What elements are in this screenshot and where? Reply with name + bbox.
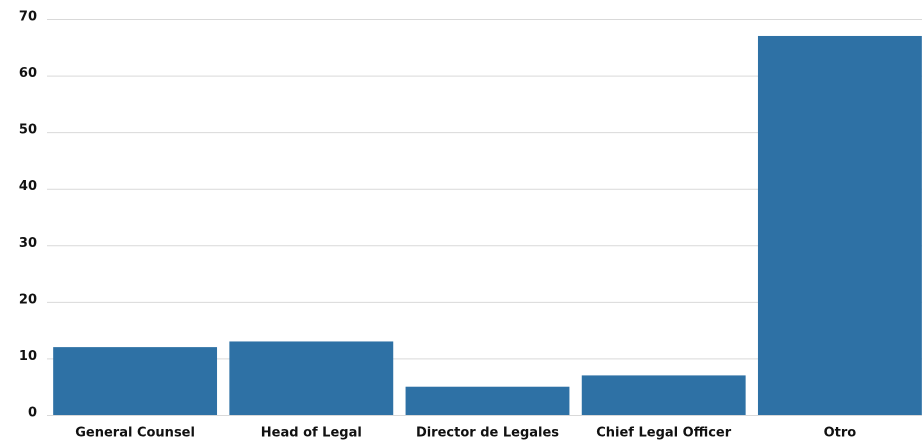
- y-tick-label: 50: [19, 123, 37, 138]
- bar: [229, 341, 394, 415]
- bar: [581, 375, 746, 415]
- x-tick-label: Director de Legales: [416, 426, 559, 441]
- y-tick-label: 60: [19, 66, 37, 81]
- y-tick-label: 10: [19, 349, 37, 364]
- x-tick-label: Head of Legal: [261, 426, 362, 441]
- x-tick-label: Otro: [824, 426, 857, 441]
- bar: [53, 347, 218, 415]
- x-tick-label: General Counsel: [75, 426, 195, 441]
- y-tick-label: 70: [19, 10, 37, 25]
- bar: [757, 35, 922, 415]
- bar: [405, 386, 570, 415]
- x-tick-label: Chief Legal Officer: [596, 426, 731, 441]
- y-tick-label: 30: [19, 236, 37, 251]
- y-tick-label: 0: [28, 406, 37, 421]
- y-tick-label: 40: [19, 179, 37, 194]
- y-tick-label: 20: [19, 292, 37, 307]
